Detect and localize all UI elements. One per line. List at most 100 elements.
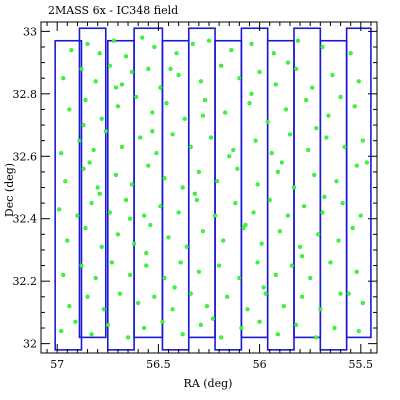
data-point (247, 101, 252, 106)
data-point (233, 201, 238, 206)
data-point (277, 229, 282, 234)
data-point (235, 166, 240, 171)
data-point (69, 48, 74, 53)
data-point (217, 263, 222, 268)
data-point (356, 329, 361, 334)
data-point (119, 144, 125, 150)
data-point (223, 110, 228, 115)
data-point (219, 63, 224, 68)
data-point (127, 272, 133, 278)
data-point (123, 54, 129, 59)
data-point (340, 201, 345, 206)
data-point (174, 51, 179, 56)
data-point (176, 210, 181, 215)
data-point (275, 332, 280, 337)
data-point (107, 210, 112, 215)
data-point (249, 91, 254, 96)
data-point (170, 307, 175, 312)
data-point (152, 44, 157, 50)
plot-frame (40, 21, 378, 354)
data-point (180, 332, 185, 337)
data-point (219, 335, 224, 340)
footprint-rect-4 (133, 27, 164, 339)
footprint-rect-5 (161, 39, 190, 351)
data-point (148, 222, 153, 228)
data-point (166, 235, 171, 240)
data-point (107, 63, 112, 68)
data-point (308, 275, 313, 281)
data-point (360, 300, 365, 306)
data-point (310, 85, 315, 90)
data-point (188, 291, 193, 296)
data-point (194, 197, 199, 203)
data-point (221, 238, 226, 243)
data-point (154, 151, 159, 156)
data-point (79, 66, 84, 71)
footprint-rect-8 (240, 27, 269, 339)
data-point (150, 110, 155, 115)
data-point (202, 97, 208, 103)
data-point (83, 97, 88, 103)
data-point (312, 172, 317, 178)
data-point (146, 66, 151, 71)
data-point (231, 147, 236, 153)
x-tick-label: 57 (50, 358, 64, 371)
data-point (77, 138, 82, 143)
data-point (304, 97, 309, 103)
data-point (352, 104, 357, 109)
data-point (338, 291, 343, 296)
data-point (146, 163, 151, 168)
data-point (208, 135, 214, 140)
data-point (249, 41, 254, 46)
data-point (79, 263, 84, 268)
data-point (132, 241, 137, 246)
data-point (354, 163, 359, 168)
data-point (97, 51, 102, 56)
data-point (178, 260, 183, 265)
data-point (289, 263, 295, 268)
data-point (293, 322, 299, 327)
data-point (293, 66, 299, 71)
y-tick-label: 32.8 (13, 88, 38, 101)
y-tick-label: 32.2 (13, 275, 38, 288)
data-point (287, 132, 293, 137)
data-point (182, 116, 187, 121)
data-point (168, 66, 173, 71)
data-point (140, 35, 145, 40)
data-point (162, 176, 167, 181)
data-point (328, 260, 333, 265)
data-point (142, 213, 147, 218)
data-point (364, 160, 369, 165)
data-point (89, 201, 94, 206)
footprint-layer (54, 27, 372, 351)
data-point (265, 119, 270, 125)
data-point (113, 85, 118, 90)
data-point (212, 213, 218, 218)
data-point (101, 307, 106, 312)
data-point (229, 48, 234, 53)
data-point (241, 225, 246, 231)
data-point (206, 38, 212, 43)
data-point (200, 113, 206, 118)
data-point (59, 329, 64, 334)
data-point (267, 197, 272, 203)
data-point (275, 169, 280, 174)
tick-layer: 57 56.5 56 55.5 32 32.2 32.4 32.6 32.8 33 (13, 22, 377, 371)
data-point (125, 335, 131, 340)
data-point (117, 291, 123, 296)
data-point (245, 307, 250, 312)
data-point (85, 41, 90, 46)
data-point (314, 126, 319, 131)
data-point (198, 79, 204, 84)
data-point (354, 269, 359, 274)
data-point (158, 204, 163, 209)
data-point (237, 275, 242, 281)
data-point (192, 191, 197, 196)
data-point (144, 250, 149, 256)
footprint-rect-9 (266, 39, 295, 351)
data-point (93, 275, 98, 281)
data-point (324, 135, 329, 140)
data-point (87, 160, 92, 165)
data-point (97, 191, 102, 196)
